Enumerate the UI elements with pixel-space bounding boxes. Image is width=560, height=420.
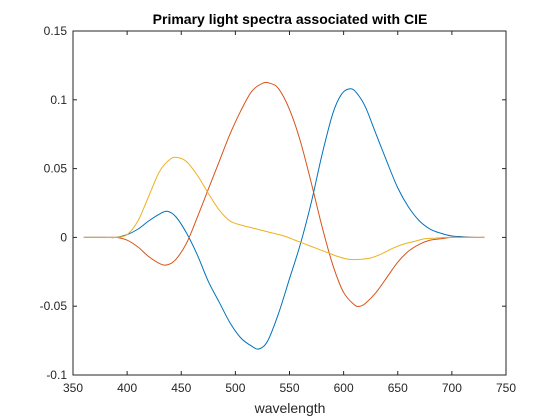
y-tick-label: 0.1	[50, 93, 67, 107]
x-tick-label: 650	[388, 381, 408, 395]
y-tick-label: -0.1	[46, 368, 67, 382]
x-tick-label: 450	[171, 381, 191, 395]
y-axis: -0.1 -0.05 0 0.05 0.1 0.15	[40, 24, 506, 382]
x-tick-label: 700	[442, 381, 462, 395]
x-tick-label: 600	[334, 381, 354, 395]
series-line-yellow	[83, 156, 485, 261]
x-tick-label: 750	[496, 381, 516, 395]
x-tick-label: 350	[63, 381, 83, 395]
x-axis-label: wavelength	[254, 400, 326, 416]
y-tick-label: 0.15	[44, 24, 68, 38]
plot-lines	[83, 81, 485, 350]
axes-box	[72, 30, 507, 376]
series-line-red	[83, 81, 485, 307]
y-tick-label: 0	[60, 230, 67, 244]
x-tick-label: 400	[117, 381, 137, 395]
y-tick-label: -0.05	[40, 299, 68, 313]
x-tick-label: 550	[279, 381, 299, 395]
y-tick-label: 0.05	[44, 162, 68, 176]
x-axis: 350 400 450 500 550 600 650 700 750	[63, 31, 516, 395]
chart-title: Primary light spectra associated with CI…	[153, 11, 428, 27]
x-tick-label: 500	[225, 381, 245, 395]
series-line-blue	[83, 88, 485, 350]
